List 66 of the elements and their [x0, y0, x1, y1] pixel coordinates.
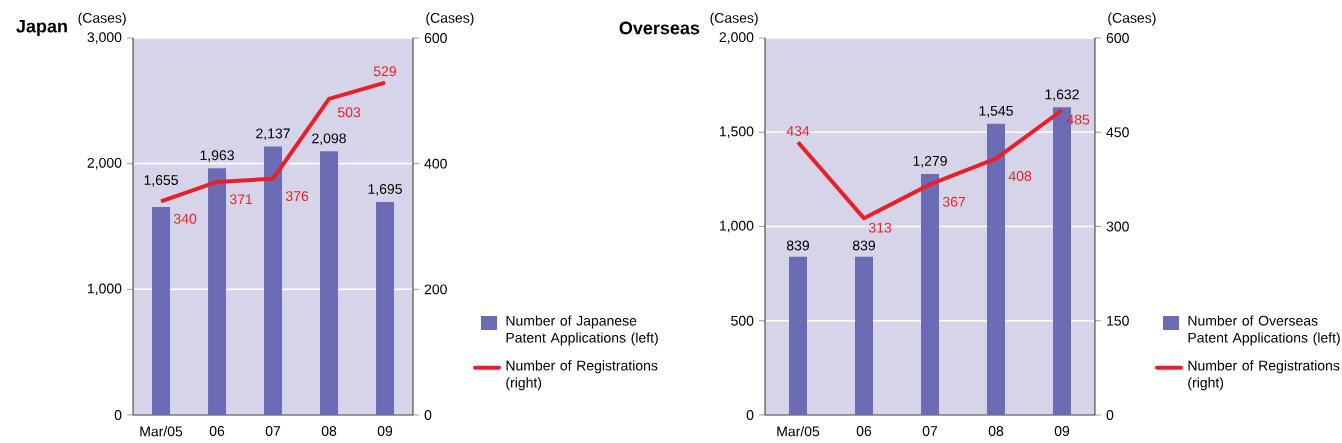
bar — [855, 256, 873, 415]
y2-tick-label: 450 — [1106, 127, 1129, 138]
data-label: 1,279 — [913, 155, 947, 168]
data-label: 408 — [1008, 171, 1032, 181]
data-label: 434 — [786, 126, 810, 136]
x-tick-label: 09 — [1054, 426, 1070, 436]
legend-label: Number of Japanese Patent Applications (left) — [506, 315, 658, 346]
y-axis-title: (Cases) — [710, 12, 758, 26]
y2-axis-title: (Cases) — [1108, 12, 1156, 26]
legend-label: Number of Overseas Patent Applications (left) — [1188, 315, 1340, 346]
bar — [320, 151, 339, 415]
y2-axis-title: (Cases) — [426, 12, 474, 26]
x-tick-label: Mar/05 — [777, 426, 820, 437]
data-label: 1,632 — [1045, 89, 1079, 101]
data-label: 313 — [868, 222, 892, 233]
y-tick-label: 0 — [746, 410, 754, 420]
data-label: 340 — [173, 213, 197, 224]
legend-label: Number of Registrations (right) — [506, 360, 658, 391]
y2-tick-label: 600 — [424, 33, 447, 43]
chart-title: Japan — [16, 19, 67, 37]
data-label: 1,545 — [979, 105, 1013, 118]
data-label: 376 — [285, 191, 309, 202]
data-label: 2,098 — [312, 133, 346, 145]
x-tick-label: 07 — [265, 426, 281, 436]
y-tick-label: 1,000 — [87, 283, 122, 296]
y2-tick-label: 400 — [424, 158, 447, 169]
data-label: 503 — [337, 107, 361, 118]
x-tick-label: 09 — [377, 426, 393, 436]
x-tick-label: 06 — [856, 426, 872, 436]
y-tick-label: 2,000 — [87, 157, 122, 170]
y-tick-label: 500 — [731, 315, 754, 326]
data-label: 1,963 — [200, 150, 234, 162]
data-label: 367 — [942, 196, 966, 207]
y2-tick-label: 150 — [1107, 315, 1129, 326]
x-tick-label: Mar/05 — [140, 426, 183, 437]
data-label: 2,137 — [256, 128, 290, 141]
bar — [152, 207, 171, 415]
bar — [987, 123, 1005, 415]
bar — [789, 256, 808, 415]
data-label: 839 — [786, 240, 810, 251]
x-tick-label: 08 — [988, 426, 1004, 436]
y-tick-label: 0 — [114, 410, 122, 420]
y-tick-label: 2,000 — [719, 32, 754, 44]
data-label: 1,655 — [144, 175, 178, 187]
y-tick-label: 3,000 — [87, 32, 122, 44]
bar — [208, 168, 227, 415]
x-tick-label: 08 — [321, 426, 337, 436]
y-axis-title: (Cases) — [78, 12, 126, 26]
y2-tick-label: 600 — [1106, 33, 1129, 43]
x-tick-label: 06 — [209, 426, 225, 436]
y-tick-label: 1,500 — [719, 126, 754, 139]
data-label: 529 — [373, 66, 397, 77]
y-tick-label: 1,000 — [719, 220, 754, 233]
bar — [376, 201, 395, 415]
data-label: 1,695 — [368, 184, 402, 196]
bar — [921, 173, 939, 415]
bar — [264, 146, 283, 415]
legend-label: Number of Registrations (right) — [1188, 360, 1340, 391]
y2-tick-label: 200 — [424, 284, 447, 295]
x-tick-label: 07 — [922, 426, 938, 436]
y2-tick-label: 0 — [1106, 410, 1114, 420]
y2-tick-label: 0 — [424, 410, 432, 420]
chart-title: Overseas — [619, 21, 700, 35]
data-label: 839 — [852, 240, 876, 251]
y2-tick-label: 300 — [1106, 221, 1129, 232]
data-label: 371 — [229, 194, 253, 205]
